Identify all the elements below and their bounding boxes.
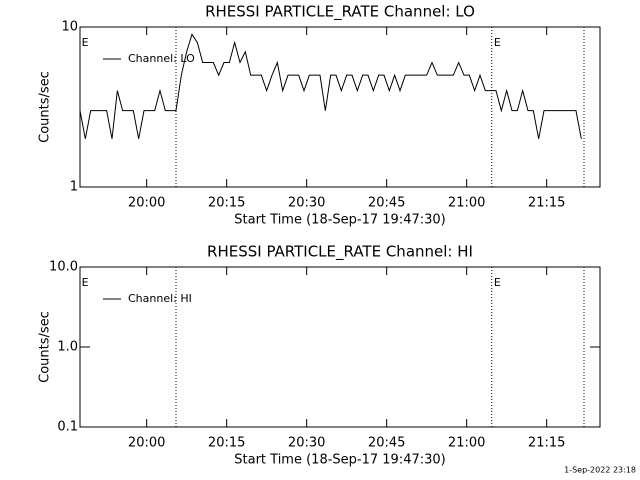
legend-label: Channel: LO (128, 52, 195, 65)
x-tick-label: 20:45 (368, 436, 405, 451)
x-tick-label: 21:00 (448, 436, 485, 451)
y-tick-label: 0.1 (57, 420, 78, 435)
y-tick-label: 10.0 (49, 260, 78, 275)
y-axis-label: Counts/sec (38, 311, 53, 383)
footer: 1-Sep-2022 23:18 (564, 466, 636, 475)
event-label: E (82, 36, 89, 49)
data-line (79, 33, 582, 139)
x-tick-label: 20:30 (288, 436, 325, 451)
chart-title: RHESSI PARTICLE_RATE Channel: HI (207, 243, 473, 262)
event-label: E (494, 276, 501, 289)
y-axis-label: Counts/sec (38, 71, 53, 143)
x-tick-label: 20:00 (128, 196, 165, 211)
chart-title: RHESSI PARTICLE_RATE Channel: LO (205, 3, 475, 22)
legend-label: Channel: HI (128, 292, 192, 305)
x-tick-label: 20:00 (128, 436, 165, 451)
event-label: E (494, 36, 501, 49)
plot-frame (79, 26, 601, 188)
x-tick-label: 21:15 (528, 436, 565, 451)
y-tick-label: 1.0 (57, 340, 78, 355)
x-tick-label: 21:15 (528, 196, 565, 211)
y-tick-label: 10 (61, 20, 78, 35)
x-tick-label: 20:15 (208, 436, 245, 451)
x-axis-label: Start Time (18-Sep-17 19:47:30) (234, 453, 445, 468)
x-tick-label: 21:00 (448, 196, 485, 211)
x-tick-label: 20:15 (208, 196, 245, 211)
event-label: E (82, 276, 89, 289)
x-tick-label: 20:45 (368, 196, 405, 211)
x-tick-label: 20:30 (288, 196, 325, 211)
y-tick-label: 1 (70, 180, 78, 195)
x-axis-label: Start Time (18-Sep-17 19:47:30) (234, 213, 445, 228)
